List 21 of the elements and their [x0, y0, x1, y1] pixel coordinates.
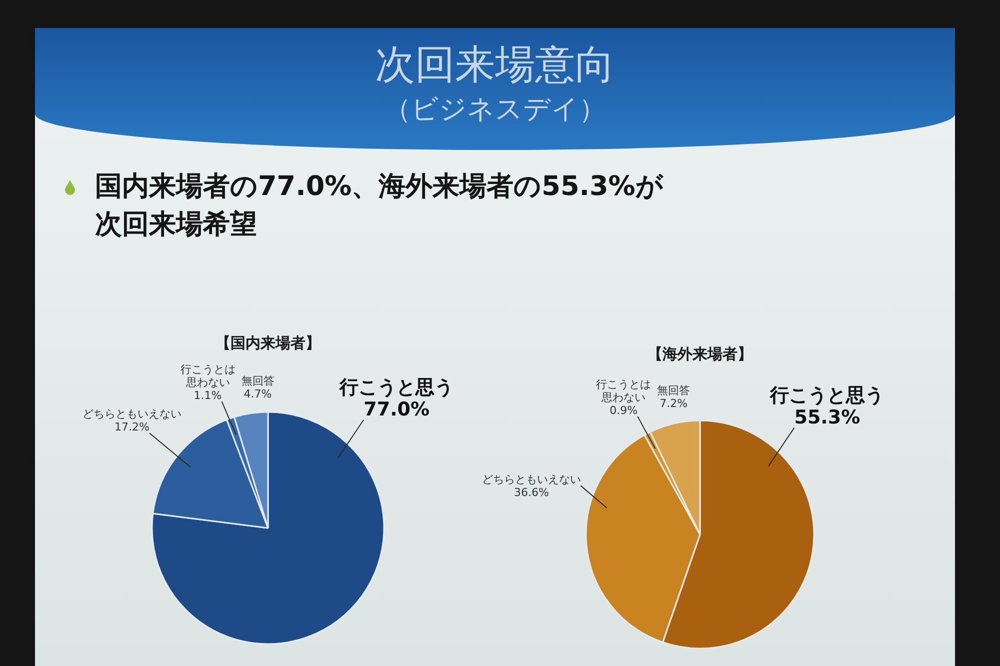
slice-label: どちらともいえない	[482, 473, 581, 486]
chart-title: 【国内来場者】	[216, 334, 320, 352]
slice-label: 行こうと思う	[769, 384, 884, 406]
slice-label: 行こうとは思わない	[596, 378, 652, 404]
data-label: 77.0%	[364, 398, 430, 420]
data-label: 0.9%	[610, 404, 638, 417]
data-label: 7.2%	[660, 397, 688, 410]
data-label: 1.1%	[194, 388, 222, 402]
slice-label: 無回答	[657, 384, 690, 398]
text: （ビジネスデイ）	[383, 93, 607, 127]
slice-label: 行こうと思う	[338, 376, 454, 398]
slice-label: 無回答	[241, 374, 274, 388]
slice-label: どちらともいえない	[82, 408, 182, 420]
data-label: 36.6%	[514, 486, 549, 500]
text: 国内来場者の77.0%、海外来場者の55.3%が次回来場希望	[95, 170, 664, 242]
data-label: 4.7%	[244, 388, 272, 401]
data-label: 55.3%	[794, 406, 860, 428]
text: 次回来場意向	[374, 41, 616, 89]
data-label: 17.2%	[114, 420, 150, 434]
chart-title: 【海外来場者】	[648, 344, 752, 363]
slice-label: 行こうとは思わない	[180, 362, 236, 389]
